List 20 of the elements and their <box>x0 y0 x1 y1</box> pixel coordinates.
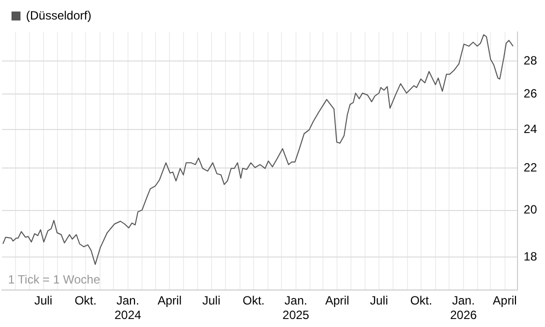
x-tick-label: Okt. <box>410 294 432 308</box>
x-tick-label: Okt. <box>242 294 265 308</box>
x-tick-label: Jan. 2026 <box>450 294 478 322</box>
x-tick-label: Juli <box>370 294 388 308</box>
x-tick-label: April <box>325 294 350 308</box>
y-tick-label: 24 <box>524 122 538 136</box>
x-tick-label: Jan. 2025 <box>282 294 310 322</box>
x-tick-label: Jan. 2024 <box>114 294 142 322</box>
annotation: 1 Tick = 1 Woche <box>8 272 100 287</box>
y-tick-label: 22 <box>524 160 538 174</box>
y-tick-label: 28 <box>524 53 538 68</box>
x-tick-label: April <box>158 294 182 308</box>
x-tick-label: April <box>492 294 517 308</box>
x-tick-label: Juli <box>34 294 52 308</box>
x-tick-label: Okt. <box>74 294 97 308</box>
y-tick-label: 26 <box>524 86 538 100</box>
y-tick-label: 20 <box>524 202 538 217</box>
y-tick-label: 18 <box>524 249 538 264</box>
x-tick-label: Juli <box>202 294 220 308</box>
legend-label: (Düsseldorf) <box>26 8 92 22</box>
